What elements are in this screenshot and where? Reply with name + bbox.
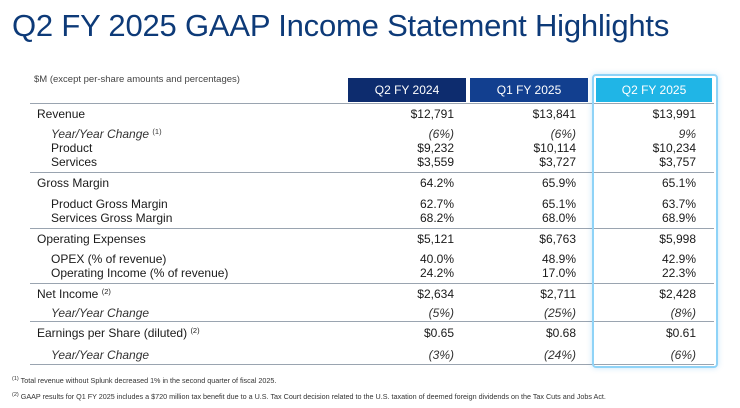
cell-value: $3,559 (417, 155, 454, 169)
footnote-marker: (2) (101, 287, 111, 296)
row-label: Year/Year Change (51, 127, 150, 141)
row-divider (30, 364, 714, 365)
cell-value: $9,232 (417, 141, 454, 155)
cell-value: $10,114 (533, 141, 577, 155)
row-divider (30, 172, 714, 173)
footnote-1: (1) Total revenue without Splunk decreas… (12, 376, 276, 385)
cell-value: $0.65 (423, 326, 454, 340)
cell-value: (24%) (543, 348, 576, 362)
cell-value: $5,998 (659, 232, 696, 246)
footnote-text: Total revenue without Splunk decreased 1… (20, 376, 277, 385)
cell-value: $13,841 (532, 107, 576, 121)
cell-value: 65.9% (541, 176, 576, 190)
footnote-text: GAAP results for Q1 FY 2025 includes a $… (20, 392, 606, 401)
cell-value: (25%) (543, 306, 576, 320)
row-label: Services (51, 155, 98, 169)
cell-value: 65.1% (541, 197, 576, 211)
cell-value: 42.9% (661, 252, 696, 266)
cell-value: 24.2% (419, 266, 454, 280)
footnote-2: (2) GAAP results for Q1 FY 2025 includes… (12, 392, 606, 401)
cell-value: 22.3% (661, 266, 696, 280)
row-divider (30, 321, 714, 322)
row-label: Earnings per Share (diluted) (37, 326, 188, 340)
cell-value: 68.9% (661, 211, 696, 225)
cell-value: $13,991 (652, 107, 696, 121)
cell-value: 40.0% (419, 252, 454, 266)
column-header-q2-fy2025: Q2 FY 2025 (596, 78, 712, 102)
row-label: Product (51, 141, 93, 155)
cell-value: 68.0% (541, 211, 576, 225)
cell-value: 68.2% (419, 211, 454, 225)
cell-value: $0.68 (545, 326, 576, 340)
cell-value: (6%) (428, 127, 454, 141)
row-label: Product Gross Margin (51, 197, 168, 211)
row-label: Operating Income (% of revenue) (51, 266, 229, 280)
units-note: $M (except per-share amounts and percent… (34, 74, 240, 85)
cell-value: $0.61 (665, 326, 696, 340)
cell-value: 62.7% (419, 197, 454, 211)
row-label: Operating Expenses (37, 232, 146, 246)
row-label: Gross Margin (37, 176, 110, 190)
cell-value: $6,763 (539, 232, 576, 246)
row-label: Year/Year Change (51, 348, 150, 362)
footnote-mark: (1) (12, 376, 19, 382)
cell-value: (6%) (670, 348, 696, 362)
cell-value: (6%) (550, 127, 576, 141)
column-header-q1-fy2025: Q1 FY 2025 (470, 78, 588, 102)
row-label: Year/Year Change (51, 306, 150, 320)
page-title: Q2 FY 2025 GAAP Income Statement Highlig… (12, 8, 670, 43)
row-divider (30, 228, 714, 229)
row-label: Revenue (37, 107, 86, 121)
cell-value: $3,727 (539, 155, 576, 169)
cell-value: 9% (678, 127, 696, 141)
footnote-marker: (1) (152, 127, 162, 136)
cell-value: 17.0% (541, 266, 576, 280)
cell-value: (3%) (428, 348, 454, 362)
cell-value: $3,757 (659, 155, 696, 169)
cell-value: $2,634 (417, 287, 454, 301)
cell-value: (8%) (670, 306, 696, 320)
footnote-marker: (2) (190, 326, 200, 335)
cell-value: 63.7% (661, 197, 696, 211)
cell-value: 64.2% (419, 176, 454, 190)
cell-value: $2,711 (540, 287, 576, 301)
footnote-mark: (2) (12, 392, 19, 398)
row-divider (30, 103, 714, 104)
cell-value: $10,234 (652, 141, 696, 155)
row-label: Services Gross Margin (51, 211, 173, 225)
cell-value: $2,428 (659, 287, 696, 301)
cell-value: (5%) (428, 306, 454, 320)
column-header-q2-fy2024: Q2 FY 2024 (348, 78, 466, 102)
cell-value: $12,791 (410, 107, 454, 121)
cell-value: 48.9% (541, 252, 576, 266)
row-label: OPEX (% of revenue) (51, 252, 167, 266)
cell-value: $5,121 (417, 232, 454, 246)
row-divider (30, 283, 714, 284)
cell-value: 65.1% (661, 176, 696, 190)
row-label: Net Income (37, 287, 99, 301)
